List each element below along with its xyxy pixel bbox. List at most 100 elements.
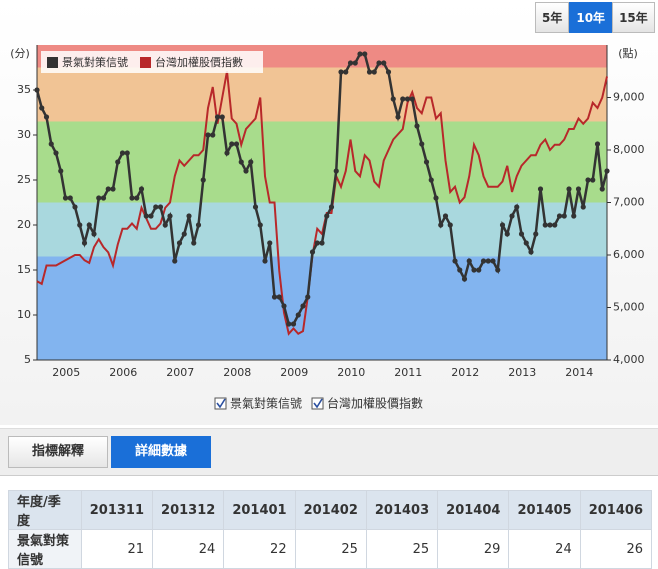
data-point: [409, 96, 415, 102]
data-point: [338, 69, 344, 75]
data-point: [347, 60, 354, 66]
data-point: [195, 222, 202, 228]
data-point: [77, 222, 83, 228]
data-point: [96, 195, 102, 201]
data-point: [105, 186, 111, 192]
data-point: [271, 294, 278, 300]
data-point: [286, 321, 292, 327]
data-point: [328, 204, 335, 210]
data-cell: 22: [223, 529, 296, 569]
y-tick-label: 20: [17, 218, 31, 231]
header-cell: 201405: [508, 490, 581, 530]
data-point: [53, 150, 59, 156]
x-tick-label: 2013: [508, 366, 536, 379]
data-point: [594, 141, 601, 147]
data-point: [205, 132, 211, 138]
data-point: [556, 213, 563, 219]
data-point: [476, 267, 482, 273]
y2-tick-label: 6,000: [613, 248, 645, 261]
tab[interactable]: 詳細數據: [111, 436, 211, 468]
data-point: [100, 195, 107, 201]
y-tick-label: 10: [17, 308, 31, 321]
chart: (分) (點) 5 10 15 20 25 30 35 4,000 5,000 6,000 7,00…: [0, 0, 658, 425]
data-table: 年度/季度 201311 201312 201401 201402 201403 20140…: [8, 490, 653, 569]
data-point: [143, 213, 149, 219]
data-point: [471, 267, 477, 273]
data-point: [43, 114, 50, 120]
data-point: [62, 195, 69, 201]
data-row: 景氣對策信號 21 24 22 25 25 29 24 26: [8, 529, 653, 569]
x-tick-label: 2007: [166, 366, 194, 379]
data-point: [518, 231, 525, 237]
data-point: [115, 159, 121, 165]
y-tick-label: 5: [24, 353, 31, 366]
data-point: [466, 258, 472, 264]
x-tick-label: 2008: [223, 366, 251, 379]
data-point: [509, 213, 515, 219]
y2-tick-label: 5,000: [613, 301, 645, 314]
data-point: [366, 69, 373, 75]
data-point: [39, 105, 45, 111]
data-point: [224, 150, 230, 156]
tab-bar: 指標解釋 詳細數據: [0, 428, 658, 476]
data-point: [480, 258, 487, 264]
data-point: [376, 60, 382, 66]
range-button[interactable]: 10年: [569, 2, 613, 33]
legend-checkbox[interactable]: [214, 397, 227, 410]
range-button[interactable]: 15年: [612, 2, 655, 33]
data-point: [281, 303, 287, 309]
data-point: [343, 69, 349, 75]
data-point: [300, 303, 306, 309]
data-cell: 24: [508, 529, 581, 569]
range-button[interactable]: 5年: [535, 2, 570, 33]
data-point: [110, 186, 116, 192]
y-axis-label: (分): [10, 47, 30, 60]
data-point: [267, 240, 273, 246]
data-point: [452, 258, 458, 264]
data-point: [262, 258, 268, 264]
legend-swatch: [140, 57, 151, 68]
data-point: [390, 96, 396, 102]
data-point: [295, 312, 301, 318]
header-cell: 年度/季度: [8, 490, 82, 530]
data-point: [238, 159, 244, 165]
data-point: [400, 96, 406, 102]
data-point: [461, 276, 468, 282]
data-point: [138, 186, 145, 192]
tab[interactable]: 指標解釋: [8, 436, 108, 468]
header-cell: 201401: [223, 490, 296, 530]
data-point: [362, 51, 368, 57]
data-point: [214, 114, 221, 120]
data-point: [414, 123, 420, 129]
y-tick-label: 35: [17, 83, 31, 96]
data-point: [176, 240, 183, 246]
data-cell: 29: [437, 529, 510, 569]
data-point: [162, 222, 168, 228]
data-cell: 21: [80, 529, 154, 569]
data-point: [533, 231, 539, 237]
data-point: [542, 222, 548, 228]
data-point: [186, 213, 192, 219]
data-point: [495, 267, 501, 273]
data-point: [428, 177, 434, 183]
legend-toggle-label: 台灣加權股價指數: [327, 396, 423, 411]
data-point: [324, 213, 330, 219]
checkmark: [216, 398, 226, 409]
data-point: [433, 195, 439, 201]
x-tick-label: 2014: [565, 366, 593, 379]
checkmark: [313, 398, 323, 409]
header-cell: 201311: [80, 490, 154, 530]
data-point: [423, 159, 430, 165]
data-point: [504, 231, 510, 237]
data-point: [229, 141, 235, 147]
data-point: [395, 114, 401, 120]
data-point: [48, 141, 54, 147]
data-point: [58, 168, 64, 174]
y-tick-label: 15: [17, 263, 31, 276]
data-point: [552, 222, 558, 228]
data-point: [371, 69, 377, 75]
data-point: [590, 177, 596, 183]
data-point: [381, 60, 387, 66]
legend-checkbox[interactable]: [311, 397, 324, 410]
legend-label: 景氣對策信號: [62, 55, 128, 69]
